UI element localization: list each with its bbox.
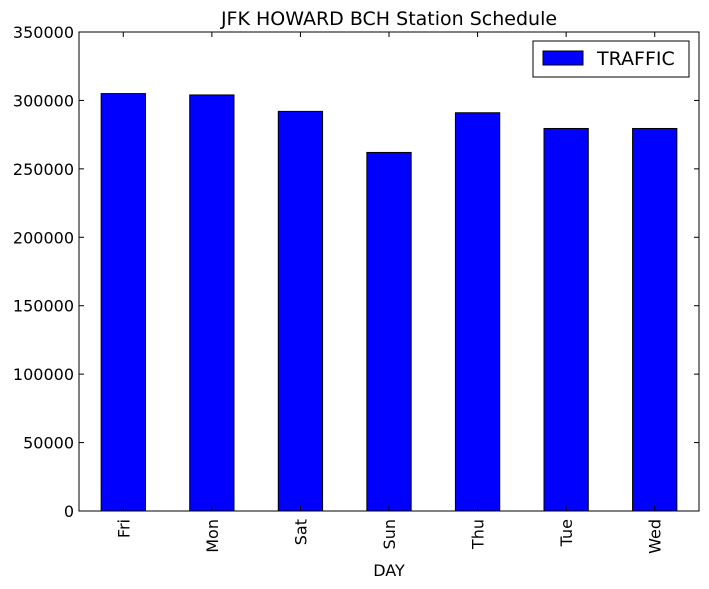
bar-thu (454, 112, 501, 512)
x-tick-label: Wed (646, 519, 665, 554)
legend-label: TRAFFIC (596, 48, 675, 70)
x-tick-label: Tue (557, 519, 576, 547)
bar-sat (277, 110, 324, 512)
bar-mon (189, 94, 235, 512)
y-tick-label: 300000 (13, 91, 74, 110)
bar-fri (100, 93, 146, 512)
bar-wed (632, 127, 678, 512)
y-axis: 0 50000 100000 150000 200000 250000 300000 3500… (13, 23, 699, 521)
legend-swatch (542, 50, 584, 66)
x-tick-label: Sat (291, 519, 310, 545)
x-tick-label: Fri (114, 519, 133, 538)
bar-tue (543, 127, 589, 512)
x-tick-label: Thu (469, 519, 488, 550)
y-tick-label: 250000 (13, 160, 74, 179)
legend: TRAFFIC (532, 40, 690, 78)
bars-group (100, 93, 678, 512)
bar-sun (366, 151, 412, 512)
y-tick-label: 0 (64, 502, 74, 521)
y-tick-label: 200000 (13, 228, 74, 247)
y-tick-label: 100000 (13, 365, 74, 384)
y-tick-label: 350000 (13, 23, 74, 42)
y-tick-label: 150000 (13, 297, 74, 316)
x-tick-label: Sun (380, 519, 399, 549)
x-axis: Fri Mon Sat Sun Thu Tue Wed (114, 32, 665, 554)
x-axis-label: DAY (373, 561, 405, 580)
x-tick-label: Mon (203, 519, 222, 553)
y-tick-label: 50000 (23, 434, 74, 453)
plot-frame (78, 31, 700, 512)
chart-title: JFK HOWARD BCH Station Schedule (220, 8, 557, 30)
